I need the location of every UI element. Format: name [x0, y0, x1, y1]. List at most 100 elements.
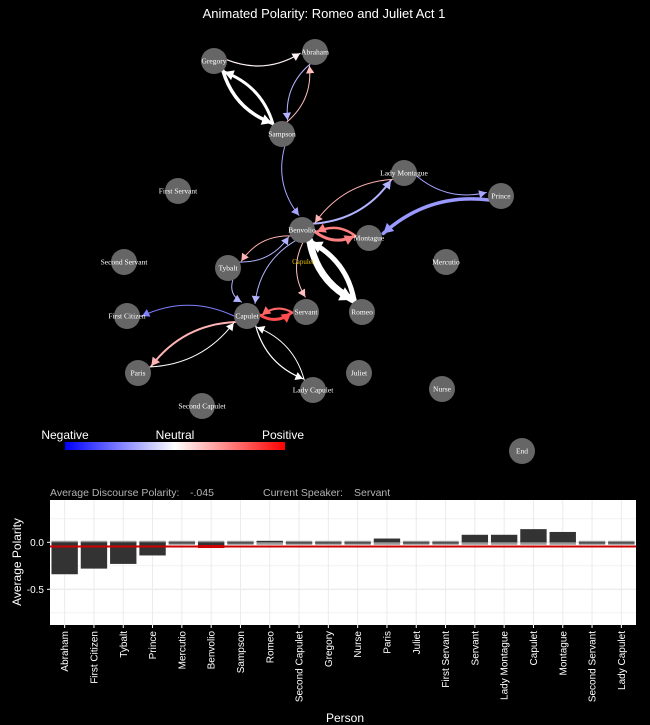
- polarity-legend: Negative Neutral Positive: [41, 428, 304, 450]
- node-second-servant: Second Servant: [101, 249, 148, 275]
- x-tick-label: Prince: [148, 631, 159, 660]
- node-label: Tybalt: [218, 264, 238, 273]
- node-abraham: Abraham: [301, 39, 329, 65]
- reference-mark-montague: [549, 540, 576, 545]
- edge-lady-montague-to-benvolio: [314, 178, 394, 224]
- network-edges: [141, 52, 491, 381]
- node-label: Romeo: [351, 308, 373, 317]
- x-tick-label: Juliet: [412, 631, 423, 655]
- node-benvolio: Benvolio: [288, 217, 316, 243]
- node-label: Mercutio: [432, 258, 460, 267]
- node-label: First Servant: [159, 187, 198, 196]
- edge-sampson-to-gregory: [222, 70, 275, 126]
- edge-sampson-to-benvolio: [281, 146, 300, 216]
- node-end: End: [509, 438, 535, 464]
- edge-lady-capulet-to-capulet: [256, 326, 305, 381]
- x-tick-label: Second Capulet: [295, 631, 306, 702]
- edge-servant-to-capulet: [260, 306, 295, 316]
- node-sampson: Sampson: [268, 121, 296, 147]
- bar-second-capulet: [285, 542, 313, 544]
- network-title: Animated Polarity: Romeo and Juliet Act …: [203, 6, 446, 21]
- x-tick-label: Montague: [558, 631, 569, 676]
- x-tick-label: Benvolio: [207, 631, 218, 670]
- bar-romeo: [256, 540, 283, 543]
- node-label: Sampson: [268, 130, 296, 139]
- x-tick-label: Gregory: [324, 631, 335, 667]
- node-label: End: [516, 447, 528, 456]
- edge-benvolio-to-tybalt: [240, 235, 291, 262]
- bar-mercutio: [168, 542, 196, 544]
- bar-lady-montague: [490, 534, 518, 543]
- node-capulet: Capulet: [234, 303, 260, 329]
- bar-second-servant: [578, 542, 606, 544]
- edge-lady-montague-to-prince: [416, 175, 487, 199]
- x-tick-label: First Citizen: [89, 631, 100, 684]
- avg-polarity-label: Average Discourse Polarity:: [50, 487, 179, 499]
- x-tick-label: Abraham: [60, 631, 71, 672]
- node-label: Paris: [131, 369, 146, 378]
- node-first-servant: First Servant: [159, 178, 198, 204]
- legend-negative: Negative: [41, 428, 89, 442]
- node-first-citizen: First Citizen: [108, 303, 146, 329]
- x-axis-ticks: Abraham First Citizen Tybalt Prince Mercutio…: [60, 625, 628, 702]
- x-tick-label: Lady Capulet: [617, 631, 628, 690]
- node-label: Gregory: [202, 57, 227, 66]
- x-tick-label: Servant: [470, 631, 481, 666]
- avg-polarity-value: -.045: [190, 487, 214, 499]
- bar-gregory: [315, 542, 342, 544]
- node-tybalt: Tybalt: [215, 255, 241, 281]
- edge-capulet-to-servant: [258, 311, 293, 323]
- bar-capulet: [520, 529, 547, 543]
- reference-mark-lady-montague: [490, 540, 518, 545]
- node-label: First Citizen: [108, 312, 146, 321]
- node-label: Lady Montague: [380, 169, 428, 178]
- edge-paris-to-capulet: [149, 322, 235, 368]
- edge-montague-to-benvolio: [315, 223, 358, 238]
- reference-mark-capulet: [520, 540, 547, 545]
- node-juliet: Juliet: [346, 360, 372, 386]
- node-servant: Servant: [293, 299, 319, 325]
- node-label: Nurse: [433, 385, 452, 394]
- edge-abraham-to-sampson: [282, 63, 311, 121]
- node-second-capulet: Second Capulet: [178, 393, 227, 419]
- node-mercutio: Mercutio: [432, 249, 460, 275]
- node-lady-montague: Lady Montague: [380, 160, 429, 186]
- edge-tybalt-to-benvolio: [239, 236, 290, 263]
- edge-tybalt-to-capulet: [231, 279, 242, 303]
- edge-gregory-to-abraham: [226, 52, 301, 67]
- current-speaker-value: Servant: [354, 487, 390, 499]
- bar-first-servant: [432, 542, 459, 544]
- reference-mark-romeo: [256, 540, 283, 545]
- x-tick-label: Capulet: [529, 631, 540, 666]
- y-tick-label: 0.0: [30, 538, 44, 549]
- x-tick-label: Mercutio: [177, 631, 188, 670]
- x-axis-title: Person: [326, 711, 364, 725]
- bar-prince: [139, 542, 166, 556]
- bar-abraham: [51, 542, 78, 575]
- edge-romeo-to-benvolio: [308, 239, 357, 305]
- legend-neutral: Neutral: [156, 428, 195, 442]
- plot-panel: [50, 500, 636, 625]
- x-tick-label: Romeo: [265, 631, 276, 664]
- edge-benvolio-to-servant: [296, 242, 306, 298]
- node-gregory: Gregory: [201, 48, 227, 74]
- reference-mark-paris: [373, 540, 401, 545]
- x-tick-label: Paris: [382, 631, 393, 654]
- current-edge-label: Capulet: [292, 258, 314, 266]
- legend-positive: Positive: [262, 428, 304, 442]
- node-montague: Montague: [354, 225, 385, 251]
- node-label: Juliet: [351, 369, 368, 378]
- edge-benvolio-to-capulet: [251, 240, 296, 304]
- node-paris: Paris: [125, 360, 151, 386]
- bar-juliet: [403, 542, 430, 544]
- node-label: Second Capulet: [178, 402, 226, 411]
- node-prince: Prince: [488, 183, 514, 209]
- y-axis-ticks: 0.0 -0.5: [27, 538, 50, 596]
- node-label: Abraham: [301, 48, 329, 57]
- bar-sampson: [227, 542, 254, 544]
- node-romeo: Romeo: [349, 299, 375, 325]
- bar-montague: [549, 531, 576, 543]
- bar-series: [50, 529, 636, 575]
- y-axis-title: Average Polarity: [10, 518, 24, 606]
